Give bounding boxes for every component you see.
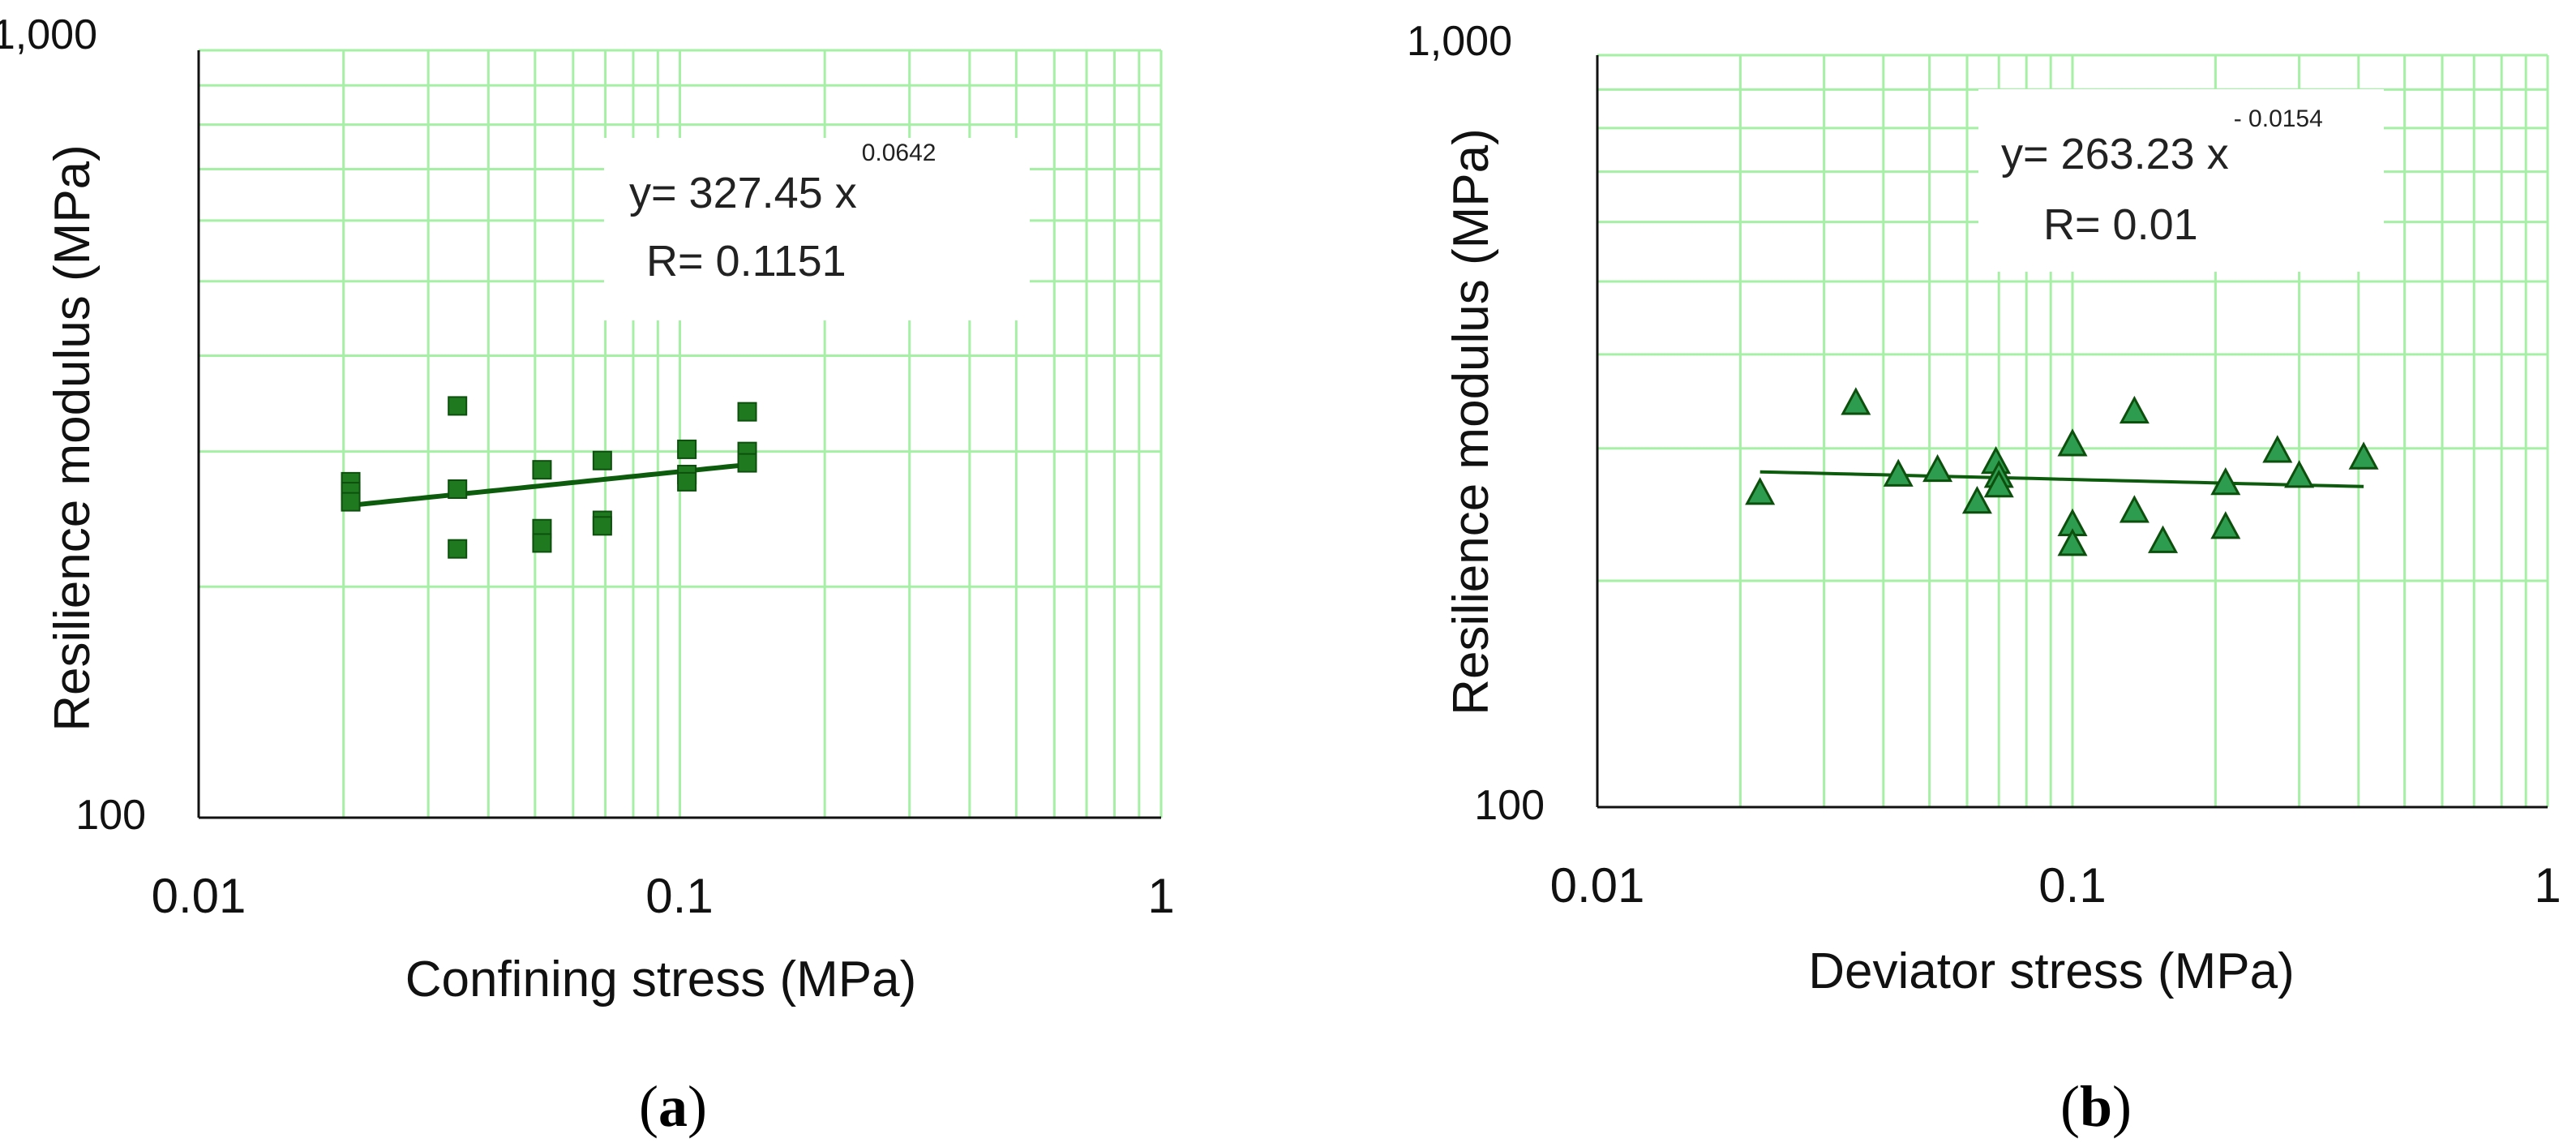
chart-a-marker-14 [677, 471, 697, 492]
chart-b-panel-label: (b) [2060, 1074, 2132, 1139]
chart-b-x-tick-0.1: 0.1 [2038, 858, 2106, 913]
chart-b-marker-3 [1922, 453, 1953, 483]
chart-b-r-value: R= 0.01 [2043, 200, 2198, 249]
chart-a-y-tick-100: 100 [75, 792, 146, 839]
chart-b-x-tick-0.01: 0.01 [1550, 858, 1645, 913]
chart-a-x-tick-1: 1 [1147, 869, 1174, 923]
chart-b-markers [1745, 387, 2379, 556]
chart-a-marker-17 [737, 453, 757, 473]
chart-a-marker-3 [448, 396, 468, 416]
chart-a-y-tick-1000: 1,000 [0, 11, 97, 58]
chart-b-marker-14 [2210, 466, 2241, 496]
chart-b-deviator-stress: y= 263.23 x- 0.0154 R= 0.01 1,000 100 0.… [1407, 18, 2561, 1139]
chart-b-marker-11 [2119, 395, 2150, 424]
chart-b-marker-12 [2119, 495, 2150, 523]
chart-b-equation-box [1978, 89, 2384, 272]
chart-a-axes [197, 50, 1161, 819]
chart-a-panel-label: (a) [639, 1074, 707, 1139]
chart-a-marker-11 [592, 516, 612, 536]
chart-b-marker-2 [1883, 458, 1914, 487]
chart-a-x-tick-0.01: 0.01 [152, 869, 246, 923]
chart-a-markers [341, 396, 757, 559]
chart-b-marker-7 [1983, 469, 2014, 498]
chart-b-marker-13 [2148, 525, 2179, 553]
chart-a-x-tick-0.1: 0.1 [645, 869, 713, 923]
chart-b-x-axis-label: Deviator stress (MPa) [1808, 943, 2294, 999]
chart-b-x-tick-1: 1 [2534, 858, 2561, 913]
chart-b-marker-15 [2210, 511, 2241, 539]
chart-a-marker-8 [532, 533, 552, 553]
chart-a-marker-4 [448, 479, 468, 499]
chart-b-marker-18 [2348, 441, 2379, 470]
chart-b-marker-16 [2262, 435, 2293, 463]
chart-b-marker-8 [2057, 428, 2088, 457]
chart-b-marker-0 [1745, 477, 1776, 505]
chart-b-y-tick-1000: 1,000 [1407, 18, 1512, 65]
chart-b-trendline [1759, 470, 2364, 488]
chart-b-marker-4 [1961, 485, 1992, 514]
chart-a-marker-15 [737, 402, 757, 422]
chart-a-marker-9 [592, 450, 612, 470]
chart-b-y-axis-label: Resilience modulus (MPa) [1443, 128, 1499, 715]
chart-a-marker-12 [677, 439, 697, 459]
chart-a-equation-box [604, 138, 1030, 320]
chart-a-equation: y= 327.45 x0.0642 [629, 140, 936, 217]
chart-b-axes [1596, 55, 2548, 809]
chart-a-marker-2 [341, 492, 361, 512]
chart-a-marker-6 [532, 460, 552, 480]
chart-a-marker-5 [448, 539, 468, 559]
chart-a-x-axis-label: Confining stress (MPa) [405, 952, 917, 1007]
chart-a-confining-stress: y= 327.45 x0.0642 R= 0.1151 1,000 100 0.… [0, 11, 1175, 1139]
chart-b-marker-10 [2057, 528, 2088, 556]
chart-a-r-value: R= 0.1151 [646, 237, 847, 286]
chart-b-equation: y= 263.23 x- 0.0154 [2001, 105, 2323, 178]
chart-a-y-axis-label: Resilience modulus (MPa) [45, 144, 101, 732]
chart-b-marker-1 [1841, 387, 1871, 415]
chart-b-marker-17 [2284, 460, 2315, 488]
chart-b-y-tick-100: 100 [1474, 782, 1545, 829]
